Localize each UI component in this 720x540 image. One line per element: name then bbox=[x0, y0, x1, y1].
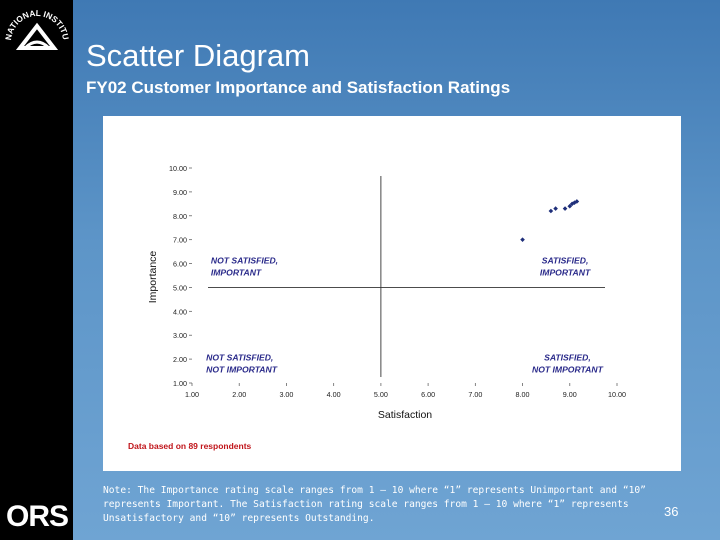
slide-title: Scatter Diagram bbox=[86, 38, 310, 73]
nih-logo-icon: NATIONAL INSTITUTES OF HEALTH bbox=[2, 2, 71, 50]
x-tick-label: 1.00 bbox=[185, 390, 199, 399]
y-tick-label: 5.00 bbox=[173, 283, 187, 292]
x-tick-label: 5.00 bbox=[374, 390, 388, 399]
quadrant-label-line1: NOT SATISFIED, bbox=[211, 256, 278, 266]
y-tick-label: 2.00 bbox=[173, 355, 187, 364]
left-brand-bar: NATIONAL INSTITUTES OF HEALTH ORS bbox=[0, 0, 73, 540]
y-tick-label: 7.00 bbox=[173, 236, 187, 245]
x-tick-label: 2.00 bbox=[232, 390, 246, 399]
x-tick-label: 6.00 bbox=[421, 390, 435, 399]
quadrant-label-line1: SATISFIED, bbox=[544, 352, 591, 362]
x-tick-label: 10.00 bbox=[608, 390, 626, 399]
quadrant-label: SATISFIED, IMPORTANT bbox=[540, 256, 591, 278]
data-point bbox=[520, 237, 525, 242]
y-tick-label: 10.00 bbox=[169, 164, 187, 173]
quadrant-label-line1: SATISFIED, bbox=[542, 256, 589, 266]
respondents-footnote: Data based on 89 respondents bbox=[128, 441, 252, 451]
data-point bbox=[567, 203, 573, 209]
rating-scale-note: Note: The Importance rating scale ranges… bbox=[103, 485, 646, 524]
y-tick-label: 4.00 bbox=[173, 307, 187, 316]
x-tick-label: 4.00 bbox=[327, 390, 341, 399]
y-tick-label: 8.00 bbox=[173, 212, 187, 221]
quadrant-label-line2: NOT IMPORTANT bbox=[532, 364, 604, 374]
data-point bbox=[553, 206, 558, 211]
y-tick-label: 1.00 bbox=[173, 379, 187, 388]
ors-logo: ORS bbox=[6, 500, 69, 533]
y-tick-label: 9.00 bbox=[173, 188, 187, 197]
x-tick-label: 8.00 bbox=[516, 390, 530, 399]
page-number: 36 bbox=[664, 504, 679, 519]
svg-text:NATIONAL INSTITUTES OF HEALTH: NATIONAL INSTITUTES OF HEALTH bbox=[2, 2, 71, 41]
x-tick-label: 7.00 bbox=[468, 390, 482, 399]
quadrant-label: SATISFIED, NOT IMPORTANT bbox=[532, 352, 604, 374]
x-tick-label: 3.00 bbox=[279, 390, 293, 399]
data-point bbox=[548, 208, 554, 214]
quadrant-label-line2: NOT IMPORTANT bbox=[206, 364, 278, 374]
x-tick-label: 9.00 bbox=[563, 390, 577, 399]
quadrant-label: NOT SATISFIED, NOT IMPORTANT bbox=[206, 352, 278, 374]
y-tick-label: 6.00 bbox=[173, 260, 187, 269]
quadrant-label-line1: NOT SATISFIED, bbox=[206, 352, 273, 362]
x-axis-label: Satisfaction bbox=[378, 409, 432, 421]
quadrant-label-line2: IMPORTANT bbox=[211, 268, 262, 278]
slide-subtitle: FY02 Customer Importance and Satisfactio… bbox=[86, 78, 511, 97]
quadrant-label-line2: IMPORTANT bbox=[540, 268, 591, 278]
scatter-chart: 1.00 2.00 3.00 4.00 5.00 6.00 7.00 8.00 9.00 10.0… bbox=[128, 164, 626, 451]
data-point bbox=[562, 206, 568, 211]
y-axis-label: Importance bbox=[147, 251, 159, 304]
y-tick-label: 3.00 bbox=[173, 331, 187, 340]
quadrant-label: NOT SATISFIED, IMPORTANT bbox=[211, 256, 278, 278]
chart-panel: 1.00 2.00 3.00 4.00 5.00 6.00 7.00 8.00 9.00 10.0… bbox=[103, 116, 681, 471]
